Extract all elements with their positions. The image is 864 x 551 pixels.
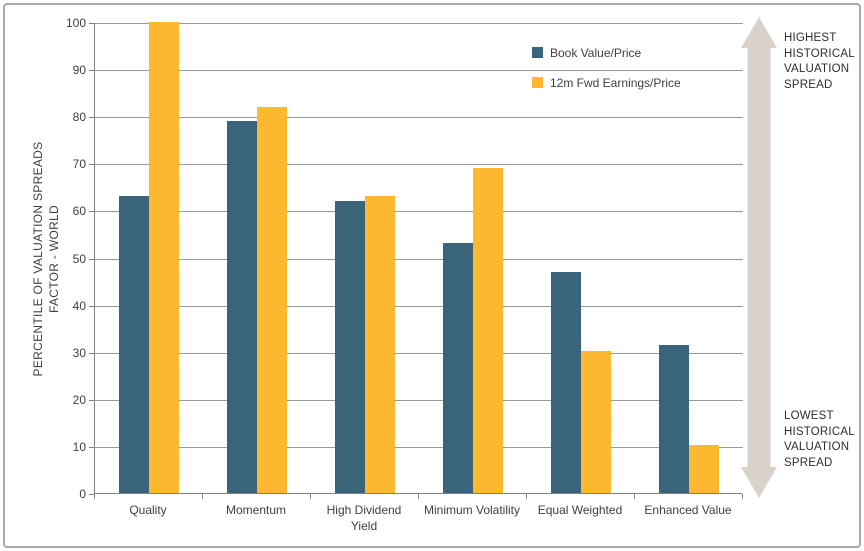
- y-tick-label: 40: [72, 298, 86, 313]
- y-tick-mark: [89, 352, 94, 354]
- bar-book-value-high-dividend-yield: [335, 200, 365, 493]
- category-label-momentum: Momentum: [225, 503, 287, 517]
- legend-swatch-icon: [532, 47, 543, 58]
- gridline: [95, 305, 743, 307]
- y-tick-mark: [89, 164, 94, 166]
- y-tick-label: 0: [79, 487, 86, 501]
- y-tick-mark: [89, 258, 94, 260]
- legend-label: Book Value/Price: [550, 45, 642, 60]
- y-tick-mark: [89, 494, 94, 495]
- x-tick-mark: [202, 494, 203, 499]
- bar-fwd-earnings-high-dividend-yield: [365, 196, 395, 493]
- legend: Book Value/Price 12m Fwd Earnings/Price: [532, 44, 681, 104]
- gridline: [95, 399, 743, 401]
- y-axis-title-line1: PERCENTILE OF VALUATION SPREADS: [31, 141, 45, 377]
- legend-swatch-icon: [532, 77, 543, 88]
- category-label-enhanced-value: Enhanced Value: [644, 503, 732, 517]
- y-tick-label: 90: [72, 63, 86, 78]
- gridline: [95, 258, 743, 260]
- legend-item-book-value: Book Value/Price: [532, 44, 681, 61]
- x-tick-mark: [634, 494, 635, 499]
- x-tick-mark: [742, 494, 743, 499]
- y-tick-mark: [89, 70, 94, 72]
- gridline: [95, 70, 743, 72]
- y-tick-mark: [89, 117, 94, 119]
- category-label-equal-weighted: Equal Weighted: [537, 503, 623, 517]
- y-tick-label: 70: [72, 157, 86, 172]
- annotation-highest-spread: HIGHEST HISTORICAL VALUATION SPREAD: [784, 32, 855, 91]
- y-tick-label: 10: [72, 439, 86, 454]
- bar-fwd-earnings-momentum: [257, 106, 287, 493]
- bar-fwd-earnings-enhanced-value: [689, 444, 719, 493]
- y-tick-mark: [89, 211, 94, 213]
- gridline: [95, 352, 743, 354]
- y-tick-label: 60: [72, 204, 86, 219]
- bar-book-value-minimum-volatility: [443, 243, 473, 493]
- y-tick-label: 100: [65, 16, 86, 30]
- gridline: [95, 23, 743, 24]
- y-tick-mark: [89, 305, 94, 307]
- category-label-minimum-volatility: Minimum Volatility: [423, 503, 521, 517]
- x-tick-mark: [94, 494, 95, 499]
- bar-book-value-momentum: [227, 120, 257, 493]
- valuation-spread-arrow-icon: [741, 17, 777, 498]
- gridline: [95, 164, 743, 166]
- gridline: [95, 211, 743, 213]
- y-tick-mark: [89, 446, 94, 448]
- bar-fwd-earnings-equal-weighted: [581, 350, 611, 493]
- bar-book-value-quality: [119, 196, 149, 493]
- bar-book-value-enhanced-value: [659, 344, 689, 493]
- y-tick-mark: [89, 399, 94, 401]
- y-tick-label: 30: [72, 345, 86, 360]
- bar-fwd-earnings-minimum-volatility: [473, 168, 503, 493]
- bar-fwd-earnings-quality: [149, 22, 179, 493]
- y-tick-label: 50: [72, 251, 86, 266]
- y-tick-label: 20: [72, 392, 86, 407]
- category-label-high-dividend-yield: High Dividend Yield: [326, 503, 402, 533]
- gridline: [95, 117, 743, 119]
- x-tick-mark: [310, 494, 311, 499]
- annotation-lowest-spread: LOWEST HISTORICAL VALUATION SPREAD: [784, 410, 855, 469]
- x-tick-mark: [526, 494, 527, 499]
- plot-area: [94, 22, 743, 494]
- chart-figure: PERCENTILE OF VALUATION SPREADS FACTOR - …: [3, 3, 861, 548]
- y-tick-mark: [89, 23, 94, 24]
- x-tick-mark: [418, 494, 419, 499]
- gridline: [95, 446, 743, 448]
- legend-item-fwd-earnings: 12m Fwd Earnings/Price: [532, 74, 681, 91]
- legend-label: 12m Fwd Earnings/Price: [550, 75, 681, 90]
- category-label-quality: Quality: [129, 503, 167, 517]
- y-tick-label: 80: [72, 110, 86, 125]
- bar-book-value-equal-weighted: [551, 271, 581, 493]
